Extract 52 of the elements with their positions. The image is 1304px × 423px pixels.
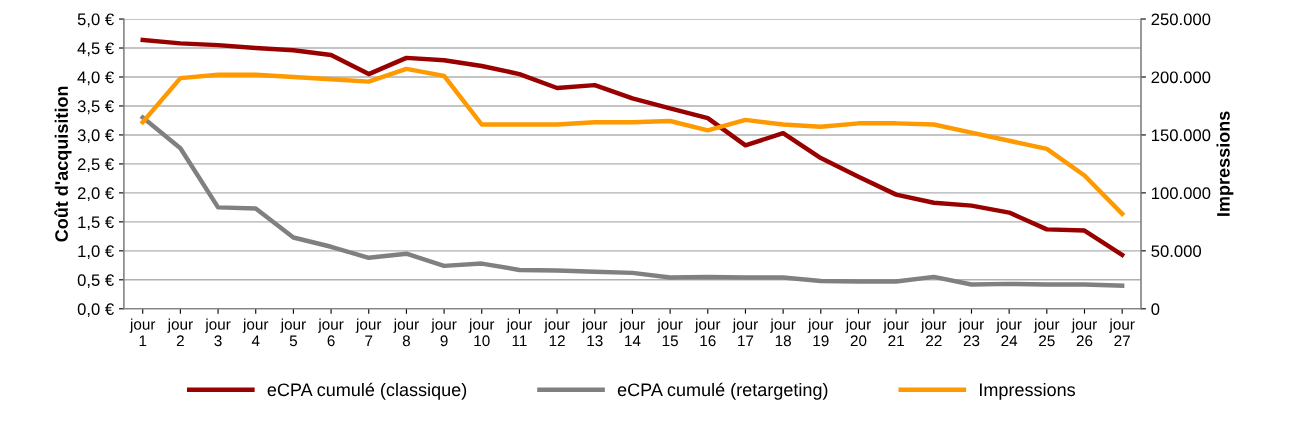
x-tick-label: jour 14	[619, 318, 645, 347]
x-tick-label: jour 13	[581, 318, 608, 347]
x-tick-label: jour 10	[468, 318, 495, 347]
x-tick-label: jour 8	[393, 318, 419, 347]
y-tick-label: 0,0 €	[77, 303, 114, 317]
y-tick-label: 2,0 €	[77, 187, 114, 202]
x-tick-label: jour 3	[204, 318, 231, 347]
x-tick-label: jour 24	[996, 318, 1022, 347]
y2-tick-label: 150.000	[1151, 129, 1211, 142]
y2-tick-label: 0	[1151, 303, 1160, 315]
y2-tick-label: 50.000	[1151, 245, 1202, 258]
x-tick-label: jour 4	[242, 318, 269, 347]
y-tick-label: 1,0 €	[78, 245, 114, 260]
y-axis-title: Coût d'acquisition	[54, 86, 72, 242]
legend-label: eCPA cumulé (classique)	[267, 382, 467, 400]
y2-tick-label: 100.000	[1151, 187, 1211, 200]
x-tick-label: jour 2	[167, 318, 193, 347]
y-tick-label: 5,0 €	[77, 13, 114, 28]
y-tick-label: 3,5 €	[77, 100, 114, 115]
y-tick-label: 3,0 €	[77, 129, 114, 144]
x-tick-label: jour 21	[883, 318, 909, 347]
x-tick-label: jour 23	[958, 318, 984, 347]
y-tick-label: 4,5 €	[77, 42, 114, 57]
y2-tick-label: 200.000	[1151, 71, 1211, 84]
legend-label: Impressions	[980, 382, 1076, 400]
line-series	[140, 115, 1125, 288]
x-tick-label: jour 6	[317, 318, 344, 347]
x-tick-label: jour 25	[1033, 318, 1060, 347]
y2-axis-title: Impressions	[1216, 111, 1234, 216]
x-tick-label: jour 11	[506, 318, 532, 347]
y-tick-label: 1,5 €	[78, 216, 114, 231]
x-tick-label: jour 19	[807, 318, 834, 347]
y-tick-label: 4,0 €	[77, 71, 114, 86]
x-tick-label: jour 17	[732, 318, 758, 347]
y-tick-label: 0,5 €	[77, 274, 114, 288]
x-tick-label: jour 22	[920, 318, 947, 347]
x-tick-label: jour 1	[129, 318, 156, 347]
y2-tick-label: 250.000	[1151, 13, 1211, 26]
line-series	[140, 37, 1125, 258]
x-tick-label: jour 20	[845, 318, 871, 347]
x-tick-label: jour 9	[430, 318, 457, 347]
x-tick-label: jour 12	[543, 318, 570, 347]
line-series	[140, 66, 1125, 216]
x-tick-label: jour 7	[355, 318, 382, 347]
legend-label: eCPA cumulé (retargeting)	[617, 382, 828, 400]
x-tick-label: jour 26	[1071, 318, 1097, 347]
x-tick-label: jour 27	[1109, 318, 1135, 347]
x-tick-label: jour 18	[770, 318, 796, 347]
x-tick-label: jour 15	[657, 318, 683, 347]
y-tick-label: 2,5 €	[77, 158, 114, 173]
x-tick-label: jour 16	[694, 318, 721, 347]
x-tick-label: jour 5	[280, 318, 306, 347]
